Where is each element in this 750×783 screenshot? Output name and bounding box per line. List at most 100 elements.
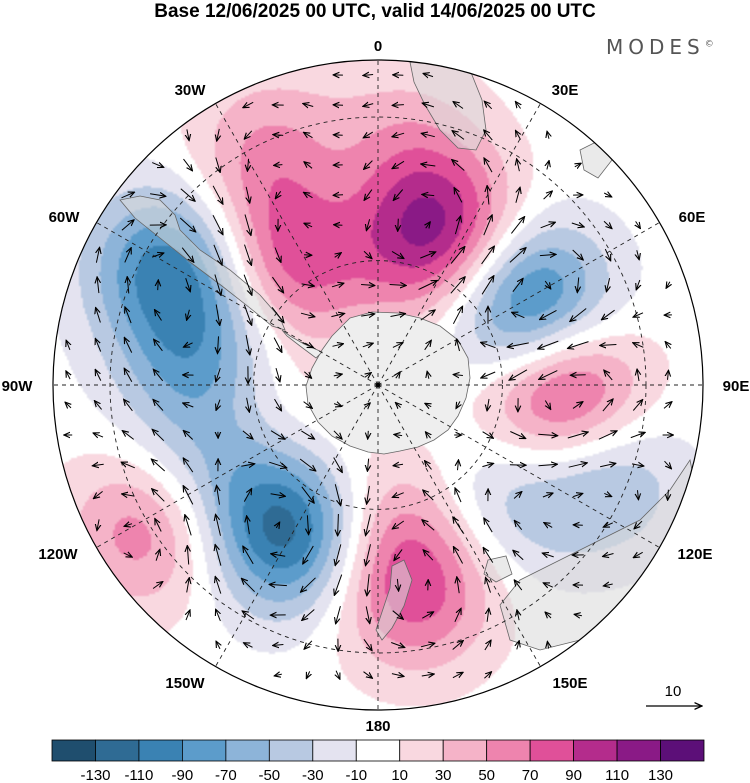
wind-arrow — [241, 464, 254, 466]
wind-arrow — [454, 608, 461, 623]
wind-arrow — [273, 645, 284, 646]
wind-arrow — [124, 368, 133, 383]
meridian-line — [377, 103, 541, 386]
wind-arrow — [96, 308, 101, 323]
wind-arrow — [482, 431, 494, 439]
wind-arrow — [97, 519, 99, 530]
wind-arrow — [392, 160, 405, 168]
wind-arrow — [604, 248, 610, 261]
wind-arrow — [601, 309, 615, 320]
wind-arrow — [151, 253, 164, 257]
wind-arrow — [425, 461, 432, 470]
wind-arrow — [633, 313, 644, 317]
wind-arrow — [567, 432, 588, 439]
wind-arrow — [218, 336, 219, 353]
wind-arrow — [542, 493, 553, 497]
wind-arrow — [668, 489, 669, 501]
wind-arrow — [180, 188, 195, 202]
wind-arrow — [458, 460, 459, 471]
wind-arrow — [454, 216, 460, 235]
wind-arrow — [216, 609, 221, 622]
wind-arrow — [392, 493, 404, 498]
wind-arrow — [214, 274, 221, 296]
wind-arrow — [96, 247, 99, 263]
wind-arrow — [456, 401, 460, 408]
wind-arrow — [633, 343, 644, 348]
wind-arrow — [216, 514, 221, 536]
colorbar-tick-label: 130 — [648, 767, 673, 783]
wind-arrow — [334, 253, 342, 258]
wind-arrow — [301, 284, 315, 286]
wind-arrow — [603, 584, 613, 586]
wind-arrow — [547, 131, 549, 139]
wind-arrow — [391, 674, 404, 677]
wind-arrow — [304, 192, 313, 197]
wind-arrow — [392, 133, 405, 137]
wind-arrow — [394, 549, 403, 560]
wind-arrow — [454, 188, 463, 203]
wind-arrow — [336, 670, 340, 680]
wind-arrow — [422, 194, 435, 195]
wind-arrow — [93, 491, 103, 498]
lon-label-90w: 90W — [2, 378, 34, 395]
wind-arrow — [606, 277, 609, 292]
latitude-circle — [253, 260, 503, 510]
wind-arrow — [577, 277, 578, 292]
wind-arrow — [243, 488, 251, 502]
wind-arrow — [420, 252, 436, 259]
wind-arrow — [336, 605, 341, 624]
wind-arrow — [242, 611, 255, 620]
wind-arrow — [304, 640, 313, 649]
colorbar-swatch — [181, 739, 227, 762]
wind-arrow — [544, 523, 553, 528]
wind-arrow — [124, 248, 131, 263]
wind-arrow — [299, 458, 316, 471]
wind-arrow — [422, 612, 433, 619]
colorbar-tick-label: 30 — [435, 767, 452, 783]
wind-arrow — [391, 250, 404, 258]
wind-arrow — [418, 281, 438, 290]
wind-arrow — [273, 135, 284, 136]
colorbar-swatch — [312, 739, 357, 762]
wind-arrow — [511, 217, 524, 234]
wind-arrow — [361, 314, 375, 316]
wind-arrow — [545, 280, 551, 289]
meridian-line — [96, 384, 379, 548]
wind-arrow — [183, 431, 194, 440]
wind-arrow — [571, 223, 584, 227]
wind-arrow — [452, 672, 463, 679]
wind-arrow — [366, 403, 371, 407]
wind-arrow — [515, 102, 520, 109]
colorbar-tick-label: -10 — [345, 767, 367, 783]
wind-arrow — [422, 520, 435, 531]
wind-arrow — [514, 520, 523, 531]
wind-arrow — [212, 214, 223, 235]
wind-arrow — [453, 102, 464, 109]
wind-arrow — [274, 247, 281, 263]
wind-arrow — [420, 310, 435, 321]
wind-arrow — [121, 192, 135, 199]
wind-arrow — [363, 250, 372, 258]
wind-arrow — [275, 191, 280, 198]
wind-arrow — [187, 309, 190, 321]
wind-arrow — [487, 398, 489, 411]
wind-arrow — [543, 191, 553, 200]
wind-arrow — [212, 185, 223, 204]
colorbar-tick-label: -50 — [258, 767, 280, 783]
wind-arrow — [514, 580, 523, 591]
map-boundary — [52, 59, 704, 711]
wind-arrow — [244, 130, 253, 139]
wind-arrow — [187, 129, 189, 140]
wind-arrow — [301, 577, 316, 592]
wind-arrow — [302, 609, 315, 621]
wind-arrow — [124, 337, 133, 353]
wind-arrow — [453, 547, 464, 564]
wind-arrow — [363, 104, 374, 107]
tasmania — [483, 555, 513, 583]
graticule — [53, 60, 703, 710]
wind-arrow — [453, 517, 464, 534]
wind-arrow — [603, 554, 614, 557]
wind-arrow — [332, 344, 344, 347]
wind-arrow — [540, 309, 557, 319]
wind-arrow — [302, 341, 314, 347]
